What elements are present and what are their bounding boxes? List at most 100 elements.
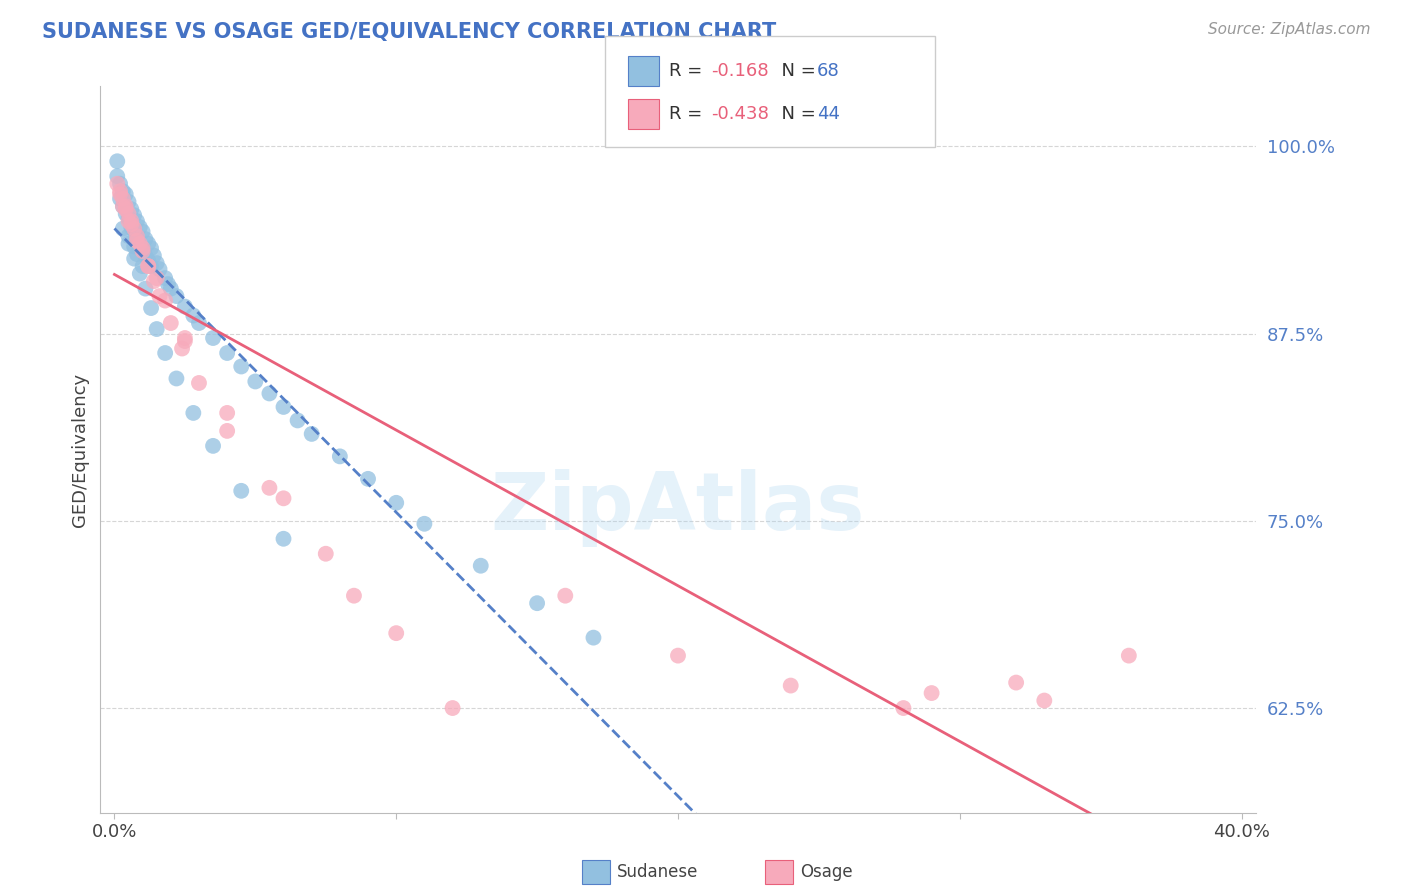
Point: [526, 596, 548, 610]
Point: [122, 252, 145, 266]
Point: [131, 244, 153, 259]
Point: [217, 406, 239, 420]
Point: [105, 154, 128, 169]
Point: [128, 236, 150, 251]
Point: [156, 277, 179, 291]
Point: [114, 187, 136, 202]
Point: [142, 274, 165, 288]
Point: [231, 483, 253, 498]
Point: [188, 316, 211, 330]
Point: [120, 217, 142, 231]
Point: [148, 262, 170, 277]
Point: [136, 259, 159, 273]
Point: [122, 208, 145, 222]
Text: R =: R =: [669, 105, 709, 123]
Point: [183, 406, 205, 420]
Text: Source: ZipAtlas.com: Source: ZipAtlas.com: [1208, 22, 1371, 37]
Point: [217, 346, 239, 360]
Text: -0.168: -0.168: [711, 62, 769, 80]
Point: [117, 207, 139, 221]
Point: [470, 558, 492, 573]
Point: [441, 701, 464, 715]
Point: [125, 229, 148, 244]
Point: [111, 199, 134, 213]
Y-axis label: GED/Equivalency: GED/Equivalency: [72, 373, 89, 526]
Point: [117, 211, 139, 226]
Point: [136, 236, 159, 251]
Point: [122, 221, 145, 235]
Text: Osage: Osage: [800, 863, 852, 881]
Point: [173, 300, 195, 314]
Point: [245, 375, 267, 389]
Point: [357, 472, 380, 486]
Point: [131, 225, 153, 239]
Point: [108, 192, 131, 206]
Point: [134, 249, 156, 263]
Point: [136, 253, 159, 268]
Point: [128, 267, 150, 281]
Point: [134, 282, 156, 296]
Point: [136, 259, 159, 273]
Text: 44: 44: [817, 105, 839, 123]
Point: [385, 626, 408, 640]
Point: [273, 532, 295, 546]
Point: [259, 386, 281, 401]
Point: [105, 169, 128, 184]
Point: [1033, 693, 1056, 707]
Point: [120, 202, 142, 217]
Point: [134, 232, 156, 246]
Point: [413, 516, 436, 531]
Point: [173, 331, 195, 345]
Point: [145, 271, 167, 285]
Point: [125, 214, 148, 228]
Point: [114, 207, 136, 221]
Point: [921, 686, 943, 700]
Point: [145, 256, 167, 270]
Point: [159, 282, 181, 296]
Point: [111, 184, 134, 198]
Point: [893, 701, 915, 715]
Point: [301, 426, 323, 441]
Point: [122, 240, 145, 254]
Point: [183, 309, 205, 323]
Point: [259, 481, 281, 495]
Point: [114, 199, 136, 213]
Text: 68: 68: [817, 62, 839, 80]
Point: [139, 241, 162, 255]
Point: [111, 192, 134, 206]
Point: [131, 259, 153, 273]
Point: [582, 631, 605, 645]
Point: [117, 214, 139, 228]
Text: N =: N =: [770, 105, 823, 123]
Point: [111, 199, 134, 213]
Point: [231, 359, 253, 374]
Point: [139, 301, 162, 315]
Point: [125, 229, 148, 244]
Point: [666, 648, 689, 663]
Point: [153, 293, 176, 308]
Point: [131, 241, 153, 255]
Point: [159, 316, 181, 330]
Point: [287, 413, 309, 427]
Point: [273, 400, 295, 414]
Text: SUDANESE VS OSAGE GED/EQUIVALENCY CORRELATION CHART: SUDANESE VS OSAGE GED/EQUIVALENCY CORREL…: [42, 22, 776, 42]
Point: [128, 236, 150, 251]
Point: [170, 342, 193, 356]
Point: [105, 177, 128, 191]
Point: [165, 289, 187, 303]
Point: [148, 289, 170, 303]
Point: [139, 259, 162, 273]
Point: [117, 229, 139, 244]
Point: [343, 589, 366, 603]
Point: [188, 376, 211, 390]
Point: [173, 334, 195, 348]
Point: [122, 223, 145, 237]
Point: [153, 346, 176, 360]
Point: [202, 439, 225, 453]
Text: -0.438: -0.438: [711, 105, 769, 123]
Text: R =: R =: [669, 62, 709, 80]
Point: [153, 271, 176, 285]
Point: [202, 331, 225, 345]
Point: [125, 247, 148, 261]
Point: [1005, 675, 1028, 690]
